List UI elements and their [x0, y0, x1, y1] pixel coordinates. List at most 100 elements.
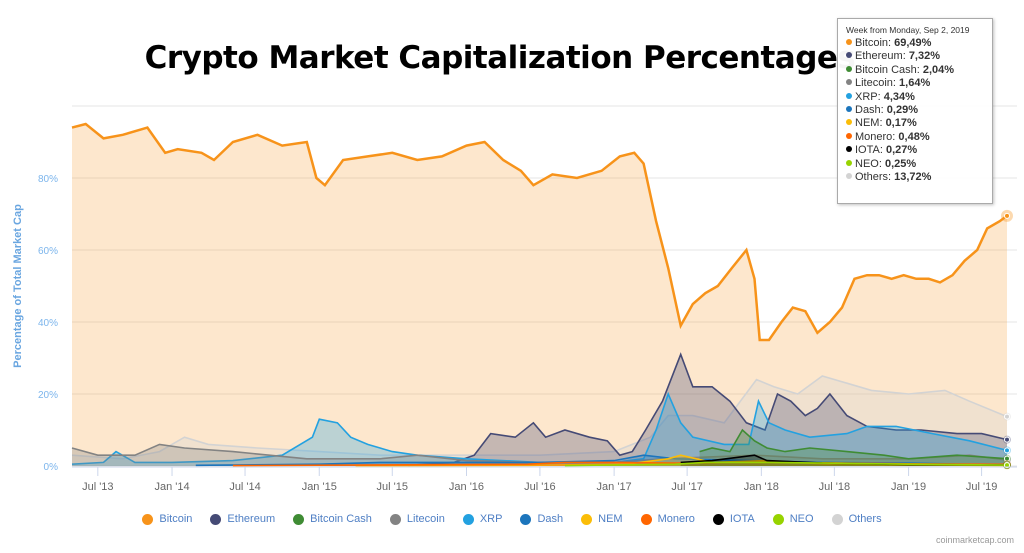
tooltip-row: NEM: 0,17% — [846, 117, 984, 130]
area-ethereum — [408, 354, 1007, 466]
tooltip-row: IOTA: 0,27% — [846, 144, 984, 157]
legend-item[interactable]: Bitcoin — [142, 513, 192, 525]
tooltip-value: 7,32% — [908, 50, 941, 63]
area-xrp — [72, 394, 1007, 466]
series-dot-icon — [846, 146, 852, 153]
area-bitcoin — [72, 124, 1007, 466]
legend-label: XRP — [479, 513, 503, 525]
x-tick-label: Jul '13 — [82, 481, 113, 493]
y-tick-label: 20% — [38, 390, 58, 401]
y-tick-label: 40% — [38, 318, 58, 329]
x-tick-label: Jan '15 — [302, 481, 337, 493]
tooltip-value: 4,34% — [883, 90, 915, 103]
tooltip-row: Monero: 0,48% — [846, 131, 984, 144]
legend-dot-icon — [831, 513, 843, 525]
tooltip-label: Monero: — [855, 130, 899, 143]
legend-label: IOTA — [729, 513, 755, 525]
line-bitcoin — [71, 122, 1008, 342]
legend-dot-icon — [772, 513, 784, 525]
x-tick-label: Jul '16 — [524, 481, 555, 493]
legend-dot-icon — [293, 513, 305, 525]
tooltip-label: NEM: — [855, 117, 886, 130]
x-tick-label: Jan '19 — [891, 481, 926, 493]
tooltip-label: XRP: — [855, 90, 884, 103]
legend-label: Litecoin — [406, 513, 445, 525]
x-tick-label: Jul '15 — [377, 481, 408, 493]
series-dot-icon — [846, 65, 852, 72]
legend-dot-icon — [389, 513, 401, 525]
point-marker — [1004, 455, 1010, 462]
series-dot-icon — [846, 119, 852, 126]
tooltip-row: NEO: 0,25% — [846, 158, 984, 171]
legend-label: NEO — [789, 513, 814, 525]
x-tick-label: Jul '19 — [966, 481, 997, 493]
point-marker — [1004, 413, 1010, 420]
tooltip-label: Bitcoin Cash: — [855, 63, 923, 76]
legend-label: Ethereum — [227, 513, 276, 525]
x-tick-label: Jul '17 — [671, 481, 702, 493]
legend-item[interactable]: IOTA — [712, 513, 755, 525]
legend-item[interactable]: Monero — [640, 513, 695, 525]
legend-item[interactable]: NEM — [581, 513, 623, 525]
line-bitcoin-cash — [699, 428, 1008, 460]
x-tick-label: Jan '14 — [154, 481, 189, 493]
line-neo — [564, 461, 1008, 467]
point-marker — [1004, 436, 1010, 443]
area-neo — [564, 462, 1007, 466]
series-dot-icon — [846, 132, 852, 139]
x-tick-label: Jan '16 — [449, 481, 484, 493]
series-dot-icon — [846, 39, 852, 45]
legend-dot-icon — [712, 513, 724, 525]
series-dot-icon — [846, 52, 852, 59]
series-dot-icon — [846, 173, 852, 180]
x-tick-label: Jul '14 — [229, 481, 260, 493]
tooltip-row: Dash: 0,29% — [846, 104, 984, 117]
tooltip-row: Litecoin: 1,64% — [846, 77, 984, 90]
tooltip-label: Dash: — [855, 104, 887, 117]
point-marker — [1004, 447, 1010, 454]
line-litecoin — [71, 443, 1008, 464]
point-marker — [1004, 462, 1010, 469]
legend-item[interactable]: NEO — [772, 513, 814, 525]
legend-dot-icon — [142, 513, 154, 525]
legend-item[interactable]: Litecoin — [389, 513, 445, 525]
area-iota — [680, 455, 1007, 466]
legend-item[interactable]: Bitcoin Cash — [293, 513, 372, 525]
tooltip-value: 2,04% — [922, 63, 955, 76]
legend-item[interactable]: XRP — [462, 513, 503, 525]
legend-item[interactable]: Ethereum — [210, 513, 275, 525]
tooltip-value: 0,17% — [885, 117, 917, 130]
y-tick-label: 0% — [44, 462, 59, 473]
x-tick-label: Jul '18 — [819, 481, 850, 493]
y-tick-label: 60% — [38, 246, 58, 257]
legend-item[interactable]: Dash — [520, 513, 563, 525]
tooltip-row: Others: 13,72% — [846, 171, 984, 184]
series-dot-icon — [846, 159, 852, 166]
tooltip-row: XRP: 4,34% — [846, 91, 984, 104]
legend-label: Bitcoin — [159, 513, 193, 525]
tooltip-header: Week from Monday, Sep 2, 2019 — [846, 25, 970, 35]
tooltip-value: 1,64% — [899, 77, 931, 90]
tooltip-value: 0,48% — [898, 130, 930, 143]
tooltip-value: 0,29% — [886, 104, 918, 117]
tooltip-row: Bitcoin Cash: 2,04% — [846, 64, 984, 77]
series-dot-icon — [846, 79, 852, 86]
legend-dot-icon — [640, 513, 652, 525]
legend-dot-icon — [210, 513, 222, 525]
area-nem — [355, 455, 1008, 466]
legend-label: Others — [848, 513, 882, 525]
line-others — [71, 375, 1008, 460]
legend-item[interactable]: Others — [831, 513, 882, 525]
tooltip-label: Litecoin: — [855, 77, 900, 90]
credit-link[interactable]: coinmarketcap.com — [935, 535, 1014, 545]
tooltip-value: 69,49% — [894, 37, 932, 49]
tooltip-label: NEO: — [855, 157, 885, 170]
tooltip-value: 0,27% — [885, 144, 918, 157]
legend-label: NEM — [598, 513, 623, 525]
tooltip-label: Others: — [855, 171, 895, 184]
y-tick-label: 80% — [38, 174, 58, 185]
line-ethereum — [408, 352, 1008, 467]
x-tick-label: Jan '17 — [597, 481, 632, 493]
legend-dot-icon — [462, 513, 474, 525]
